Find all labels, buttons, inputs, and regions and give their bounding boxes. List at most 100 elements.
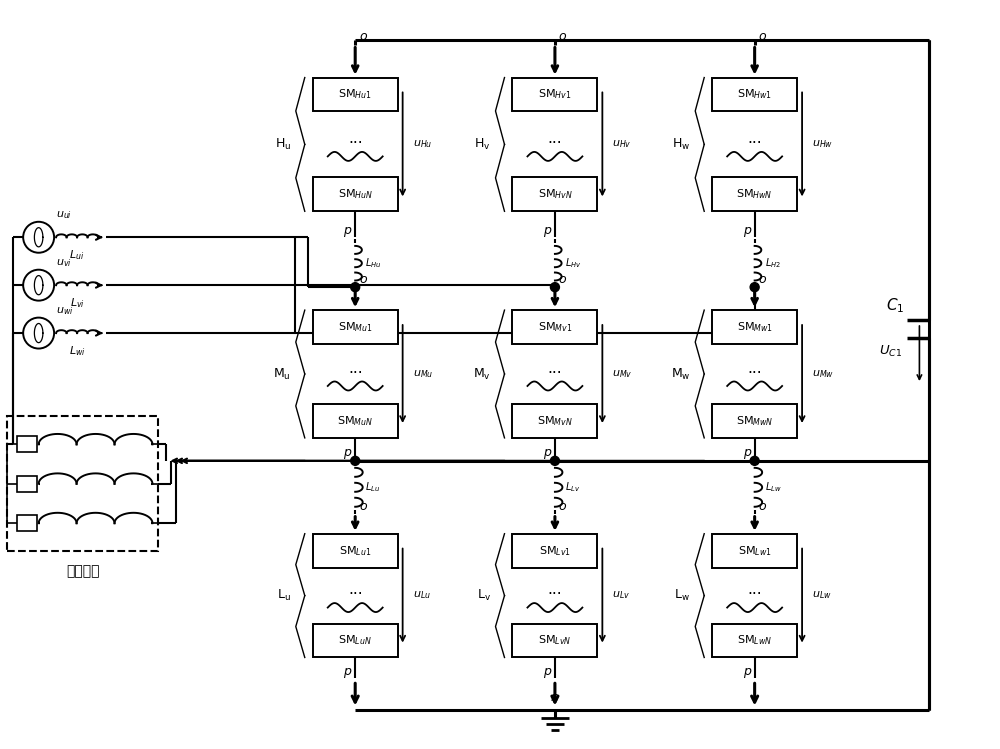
Text: $\mathrm{M}_\mathrm{w}$: $\mathrm{M}_\mathrm{w}$ bbox=[671, 366, 690, 381]
Text: $\mathit{u_{Mu}}$: $\mathit{u_{Mu}}$ bbox=[413, 368, 433, 380]
Text: $\mathit{u_{Hv}}$: $\mathit{u_{Hv}}$ bbox=[612, 139, 632, 151]
FancyBboxPatch shape bbox=[512, 404, 597, 438]
FancyBboxPatch shape bbox=[313, 623, 398, 658]
Text: $\mathrm{SM}_{HuN}$: $\mathrm{SM}_{HuN}$ bbox=[338, 187, 373, 201]
Text: o: o bbox=[359, 500, 367, 513]
Circle shape bbox=[550, 282, 559, 291]
Text: $\mathit{u_{ui}}$: $\mathit{u_{ui}}$ bbox=[56, 209, 72, 221]
Text: $\mathrm{H}_\mathrm{w}$: $\mathrm{H}_\mathrm{w}$ bbox=[672, 137, 690, 152]
Text: $\mathrm{H}_\mathrm{v}$: $\mathrm{H}_\mathrm{v}$ bbox=[474, 137, 491, 152]
FancyBboxPatch shape bbox=[712, 178, 797, 211]
Text: o: o bbox=[759, 273, 766, 286]
Text: $L_{Lu}$: $L_{Lu}$ bbox=[365, 480, 380, 494]
Text: ...: ... bbox=[548, 131, 562, 146]
FancyBboxPatch shape bbox=[17, 437, 37, 452]
Text: $L_{Lv}$: $L_{Lv}$ bbox=[565, 480, 580, 494]
Text: 三相负载: 三相负载 bbox=[66, 564, 99, 578]
Text: $\mathrm{SM}_{LuN}$: $\mathrm{SM}_{LuN}$ bbox=[338, 634, 372, 647]
Text: p: p bbox=[543, 665, 551, 679]
Text: ...: ... bbox=[348, 131, 363, 146]
Text: $\mathrm{SM}_{MuN}$: $\mathrm{SM}_{MuN}$ bbox=[337, 414, 373, 428]
Text: $\mathrm{SM}_{Lw1}$: $\mathrm{SM}_{Lw1}$ bbox=[738, 544, 771, 557]
Text: $\mathit{u_{Lu}}$: $\mathit{u_{Lu}}$ bbox=[413, 589, 431, 601]
FancyBboxPatch shape bbox=[712, 534, 797, 568]
Text: ...: ... bbox=[548, 582, 562, 597]
FancyBboxPatch shape bbox=[313, 178, 398, 211]
Text: o: o bbox=[559, 500, 567, 513]
Text: $\mathit{u_{Hu}}$: $\mathit{u_{Hu}}$ bbox=[413, 139, 432, 151]
Text: ...: ... bbox=[548, 360, 562, 375]
Text: $\mathrm{L}_\mathrm{v}$: $\mathrm{L}_\mathrm{v}$ bbox=[477, 588, 491, 603]
Text: $\mathit{u_{Mw}}$: $\mathit{u_{Mw}}$ bbox=[812, 368, 834, 380]
Text: $\mathrm{SM}_{Hu1}$: $\mathrm{SM}_{Hu1}$ bbox=[338, 88, 372, 101]
Text: p: p bbox=[543, 446, 551, 459]
Text: $\mathrm{M}_\mathrm{v}$: $\mathrm{M}_\mathrm{v}$ bbox=[473, 366, 491, 381]
Text: o: o bbox=[359, 30, 367, 43]
Text: $\mathrm{L}_\mathrm{u}$: $\mathrm{L}_\mathrm{u}$ bbox=[277, 588, 291, 603]
FancyBboxPatch shape bbox=[313, 310, 398, 344]
Text: $\mathrm{SM}_{Mu1}$: $\mathrm{SM}_{Mu1}$ bbox=[338, 320, 373, 334]
Text: p: p bbox=[743, 446, 751, 459]
Text: ...: ... bbox=[348, 360, 363, 375]
Text: p: p bbox=[343, 446, 351, 459]
Text: $\mathit{u_{wi}}$: $\mathit{u_{wi}}$ bbox=[56, 305, 74, 317]
Text: $L_{Lw}$: $L_{Lw}$ bbox=[765, 480, 781, 494]
Text: $\mathrm{SM}_{HvN}$: $\mathrm{SM}_{HvN}$ bbox=[538, 187, 572, 201]
Text: $\mathrm{SM}_{MwN}$: $\mathrm{SM}_{MwN}$ bbox=[736, 414, 773, 428]
Text: $\mathrm{SM}_{Hv1}$: $\mathrm{SM}_{Hv1}$ bbox=[538, 88, 572, 101]
Text: p: p bbox=[543, 224, 551, 237]
FancyBboxPatch shape bbox=[712, 78, 797, 112]
Text: $\mathrm{H}_\mathrm{u}$: $\mathrm{H}_\mathrm{u}$ bbox=[275, 137, 291, 152]
Text: o: o bbox=[759, 30, 766, 43]
FancyBboxPatch shape bbox=[712, 310, 797, 344]
Text: $L_{H2}$: $L_{H2}$ bbox=[765, 256, 781, 270]
Text: $\mathrm{SM}_{Mv1}$: $\mathrm{SM}_{Mv1}$ bbox=[538, 320, 572, 334]
Text: $\mathrm{SM}_{Lu1}$: $\mathrm{SM}_{Lu1}$ bbox=[339, 544, 371, 557]
Text: p: p bbox=[343, 665, 351, 679]
FancyBboxPatch shape bbox=[17, 515, 37, 531]
Text: n: n bbox=[551, 691, 559, 704]
Text: $C_1$: $C_1$ bbox=[886, 297, 905, 315]
Text: o: o bbox=[559, 273, 567, 286]
FancyBboxPatch shape bbox=[512, 534, 597, 568]
Text: $\mathit{L_{wi}}$: $\mathit{L_{wi}}$ bbox=[69, 344, 85, 358]
Text: $\mathrm{SM}_{Hw1}$: $\mathrm{SM}_{Hw1}$ bbox=[737, 88, 772, 101]
Text: $L_{Hu}$: $L_{Hu}$ bbox=[365, 256, 382, 270]
Text: $\mathrm{SM}_{HwN}$: $\mathrm{SM}_{HwN}$ bbox=[736, 187, 773, 201]
FancyBboxPatch shape bbox=[512, 310, 597, 344]
Text: $\mathit{L_{ui}}$: $\mathit{L_{ui}}$ bbox=[69, 248, 85, 262]
Text: ...: ... bbox=[747, 582, 762, 597]
Text: o: o bbox=[359, 273, 367, 286]
Text: ...: ... bbox=[348, 582, 363, 597]
FancyBboxPatch shape bbox=[512, 78, 597, 112]
FancyBboxPatch shape bbox=[512, 623, 597, 658]
FancyBboxPatch shape bbox=[313, 404, 398, 438]
Circle shape bbox=[351, 456, 360, 465]
Text: $\mathit{u_{Hw}}$: $\mathit{u_{Hw}}$ bbox=[812, 139, 833, 151]
Text: $\mathit{u_{Mv}}$: $\mathit{u_{Mv}}$ bbox=[612, 368, 633, 380]
Text: $\mathrm{SM}_{Mw1}$: $\mathrm{SM}_{Mw1}$ bbox=[737, 320, 773, 334]
FancyBboxPatch shape bbox=[712, 623, 797, 658]
FancyBboxPatch shape bbox=[313, 534, 398, 568]
Text: $\mathrm{M}_\mathrm{u}$: $\mathrm{M}_\mathrm{u}$ bbox=[273, 366, 291, 381]
FancyBboxPatch shape bbox=[7, 416, 158, 551]
FancyBboxPatch shape bbox=[313, 78, 398, 112]
Text: $\mathrm{L}_\mathrm{w}$: $\mathrm{L}_\mathrm{w}$ bbox=[674, 588, 690, 603]
Text: $\mathrm{SM}_{MvN}$: $\mathrm{SM}_{MvN}$ bbox=[537, 414, 573, 428]
Text: $\mathit{u_{vi}}$: $\mathit{u_{vi}}$ bbox=[56, 257, 72, 269]
Circle shape bbox=[351, 282, 360, 291]
Text: $\mathrm{SM}_{LvN}$: $\mathrm{SM}_{LvN}$ bbox=[538, 634, 572, 647]
Text: $\mathrm{SM}_{Lv1}$: $\mathrm{SM}_{Lv1}$ bbox=[539, 544, 571, 557]
Text: p: p bbox=[743, 665, 751, 679]
FancyBboxPatch shape bbox=[512, 178, 597, 211]
Text: o: o bbox=[759, 500, 766, 513]
Circle shape bbox=[750, 282, 759, 291]
FancyBboxPatch shape bbox=[712, 404, 797, 438]
FancyBboxPatch shape bbox=[17, 476, 37, 492]
Text: ...: ... bbox=[747, 360, 762, 375]
Circle shape bbox=[550, 456, 559, 465]
Text: $\mathit{u_{Lv}}$: $\mathit{u_{Lv}}$ bbox=[612, 589, 630, 601]
Text: p: p bbox=[343, 224, 351, 237]
Text: ...: ... bbox=[747, 131, 762, 146]
Text: $\mathit{u_{Lw}}$: $\mathit{u_{Lw}}$ bbox=[812, 589, 832, 601]
